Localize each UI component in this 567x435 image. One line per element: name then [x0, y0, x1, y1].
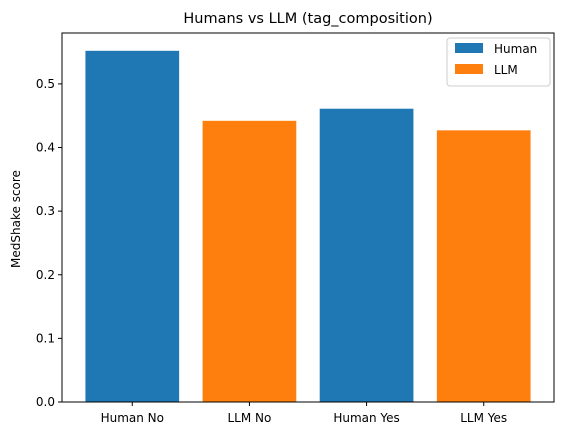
bar-human-no: [85, 50, 180, 403]
y-axis-label: MedShake score: [9, 170, 23, 268]
bar-llm-yes: [436, 130, 531, 402]
y-tick-label: 0.3: [36, 204, 55, 218]
x-tick-label: Human No: [101, 411, 164, 425]
bars-group: [85, 50, 531, 403]
y-tick-label: 0.4: [36, 141, 55, 155]
legend-label-llm: LLM: [494, 63, 518, 77]
x-ticks-group: Human No LLM No Human Yes LLM Yes: [101, 402, 507, 425]
legend-label-human: Human: [494, 42, 537, 56]
bar-llm-no: [202, 120, 297, 403]
y-tick-label: 0.0: [36, 395, 55, 409]
y-tick-label: 0.5: [36, 77, 55, 91]
bar-human-yes: [319, 108, 414, 403]
legend-swatch-human: [455, 43, 483, 53]
y-tick-label: 0.1: [36, 331, 55, 345]
plot-frame: [61, 32, 555, 403]
legend: Human LLM: [446, 37, 551, 87]
x-tick-label: Human Yes: [333, 411, 399, 425]
y-ticks-group: 0.0 0.1 0.2 0.3 0.4 0.5: [36, 77, 62, 409]
x-tick-label: LLM Yes: [460, 411, 507, 425]
y-tick-label: 0.2: [36, 268, 55, 282]
legend-swatch-llm: [455, 64, 483, 74]
x-tick-label: LLM No: [227, 411, 271, 425]
chart-title: Humans vs LLM (tag_composition): [183, 11, 432, 27]
